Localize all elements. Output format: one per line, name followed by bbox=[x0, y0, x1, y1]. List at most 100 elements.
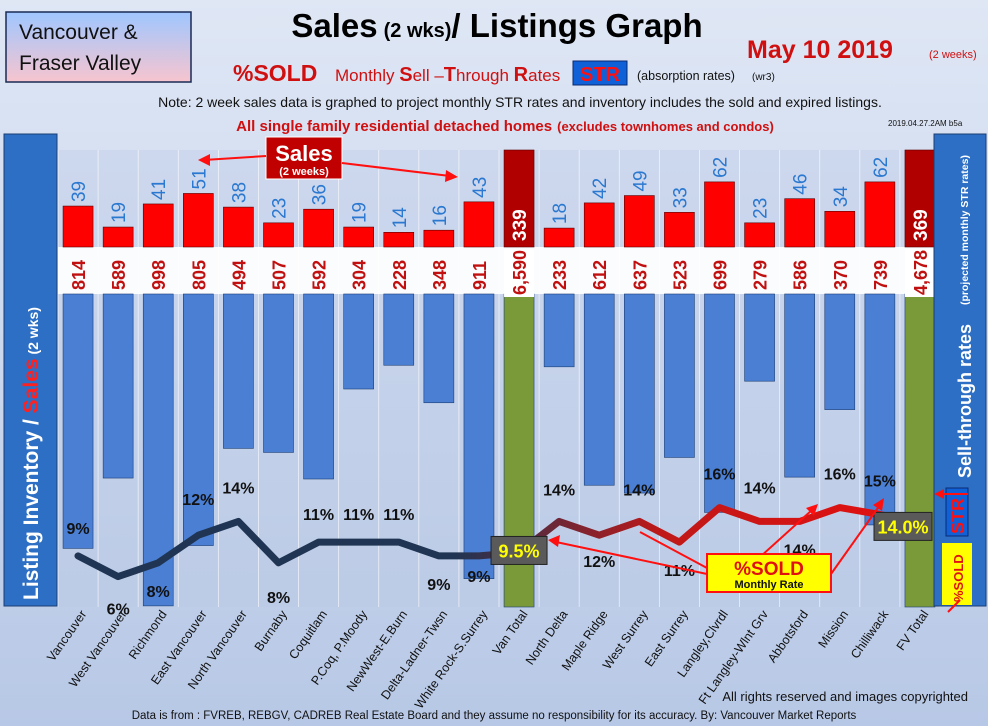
category-label: Chilliwack bbox=[848, 607, 892, 661]
category-label: Vancouver bbox=[44, 608, 89, 664]
sales-arrow-right bbox=[341, 162, 451, 177]
sales-value-label: 34 bbox=[831, 186, 852, 208]
listing-value-label: 612 bbox=[590, 260, 610, 290]
sales-bar bbox=[864, 181, 896, 248]
listing-label-bg bbox=[504, 249, 535, 297]
sold-arrow-1 bbox=[555, 541, 708, 575]
sales-bar bbox=[704, 181, 735, 248]
sales-value-label: 339 bbox=[510, 209, 531, 241]
sales-value-label: 62 bbox=[871, 157, 892, 178]
str-value-label: 9% bbox=[467, 569, 490, 586]
sales-bar bbox=[223, 206, 254, 248]
sales-callout-sub: (2 weeks) bbox=[279, 166, 329, 178]
sales-value-label: 19 bbox=[109, 202, 130, 223]
listing-value-label: 4,678 bbox=[911, 250, 931, 295]
sales-value-label: 62 bbox=[711, 157, 732, 178]
sales-value-label: 23 bbox=[270, 198, 291, 219]
listing-bar bbox=[183, 293, 214, 546]
sold-callout-title: %SOLD bbox=[734, 559, 804, 580]
str-value-label: 8% bbox=[267, 590, 290, 607]
sales-value-label: 41 bbox=[149, 179, 170, 200]
sales-arrowhead-left bbox=[198, 154, 210, 166]
str-value-label: 11% bbox=[303, 507, 334, 524]
sales-bar bbox=[543, 227, 575, 248]
listing-bar bbox=[383, 293, 415, 366]
str-badge-text: STR bbox=[580, 64, 621, 86]
sales-bar bbox=[583, 202, 615, 248]
listing-bar bbox=[864, 293, 896, 526]
str-value-label: 9% bbox=[66, 521, 89, 538]
region-line-2: Fraser Valley bbox=[19, 52, 142, 75]
sales-bar bbox=[624, 195, 655, 248]
region-line-1: Vancouver & bbox=[19, 21, 138, 44]
str-value-label: 9% bbox=[427, 577, 450, 594]
sales-value-label: 33 bbox=[670, 187, 691, 208]
subtitle-pre: Monthly bbox=[335, 66, 399, 85]
right-pointer-arrows bbox=[934, 489, 968, 613]
str-value-label: 9.5% bbox=[499, 541, 540, 561]
listing-value-label: 911 bbox=[470, 261, 490, 290]
right-pointerhead-1 bbox=[934, 489, 944, 499]
sales-value-label: 51 bbox=[189, 168, 210, 189]
scope-bold: All single family residential detached h… bbox=[236, 118, 552, 135]
str-total-box bbox=[490, 535, 548, 565]
listing-value-label: 589 bbox=[109, 260, 129, 290]
listing-bar bbox=[303, 293, 334, 480]
sold-callout-arrows bbox=[548, 498, 884, 575]
listing-bar bbox=[664, 293, 695, 458]
right-label-rates: Sell-through rates bbox=[955, 324, 975, 478]
title-main: Sales bbox=[291, 7, 377, 44]
str-value-label: 14% bbox=[623, 482, 655, 499]
right-label-projected: (projected monthly STR rates) bbox=[959, 155, 971, 305]
str-value-label: 15% bbox=[864, 474, 896, 491]
subtitle-hrough: hrough bbox=[456, 66, 514, 85]
left-label-2wks: (2 wks) bbox=[25, 307, 41, 358]
sold-arrowhead-1 bbox=[548, 535, 560, 547]
sales-value-label: 43 bbox=[470, 177, 491, 198]
sales-callout-arrows bbox=[198, 154, 458, 182]
listing-bar bbox=[223, 293, 254, 449]
str-value-label: 12% bbox=[583, 554, 615, 571]
bars-layer bbox=[62, 149, 936, 608]
listing-bar bbox=[343, 293, 374, 390]
subtitle-sold: %SOLD bbox=[233, 60, 317, 86]
scope-text: All single family residential detached h… bbox=[236, 118, 774, 135]
sales-bar bbox=[383, 232, 415, 248]
listing-value-label: 814 bbox=[69, 260, 89, 290]
right-pointer-2 bbox=[947, 599, 961, 613]
sold-arrow-4 bbox=[830, 504, 881, 575]
sales-value-label: 46 bbox=[791, 174, 812, 195]
sales-callout-title: Sales bbox=[275, 141, 333, 166]
sales-arrow-left bbox=[203, 155, 267, 161]
listing-bar bbox=[423, 293, 455, 404]
listing-value-label: 592 bbox=[310, 260, 330, 290]
sold-arrow-3 bbox=[759, 509, 813, 558]
str-value-label: 11% bbox=[383, 507, 414, 524]
region-box bbox=[5, 11, 192, 83]
listing-value-label: 228 bbox=[390, 260, 410, 290]
listing-value-label: 507 bbox=[270, 260, 290, 290]
listing-bar bbox=[102, 293, 134, 479]
sales-bar bbox=[102, 226, 134, 248]
scope-paren: (excludes townhomes and condos) bbox=[557, 119, 774, 134]
left-axis-label: Listing Inventory / Sales (2 wks) bbox=[20, 307, 43, 600]
listing-bar bbox=[824, 293, 856, 410]
sales-value-label: 36 bbox=[310, 184, 331, 205]
absorption-text: (absorption rates) bbox=[637, 69, 735, 83]
listing-bar bbox=[784, 293, 815, 478]
str-badge bbox=[572, 60, 628, 86]
title-rest: / Listings Graph bbox=[451, 7, 702, 44]
left-label-sales: Sales bbox=[20, 358, 43, 413]
str-value-label: 14.0% bbox=[877, 517, 928, 537]
str-value-label: 14% bbox=[222, 480, 254, 497]
listing-value-label: 348 bbox=[430, 260, 450, 290]
listing-bar bbox=[704, 293, 735, 513]
page-title: Sales (2 wks)/ Listings Graph bbox=[291, 7, 702, 44]
title-small: (2 wks) bbox=[384, 20, 452, 42]
listing-value-label: 586 bbox=[791, 260, 811, 290]
right-str-badge bbox=[945, 487, 969, 537]
listing-label-band bbox=[58, 247, 940, 294]
subtitle-r: R bbox=[514, 64, 529, 86]
listing-value-label: 805 bbox=[189, 260, 209, 290]
str-value-label: 12% bbox=[182, 492, 214, 509]
